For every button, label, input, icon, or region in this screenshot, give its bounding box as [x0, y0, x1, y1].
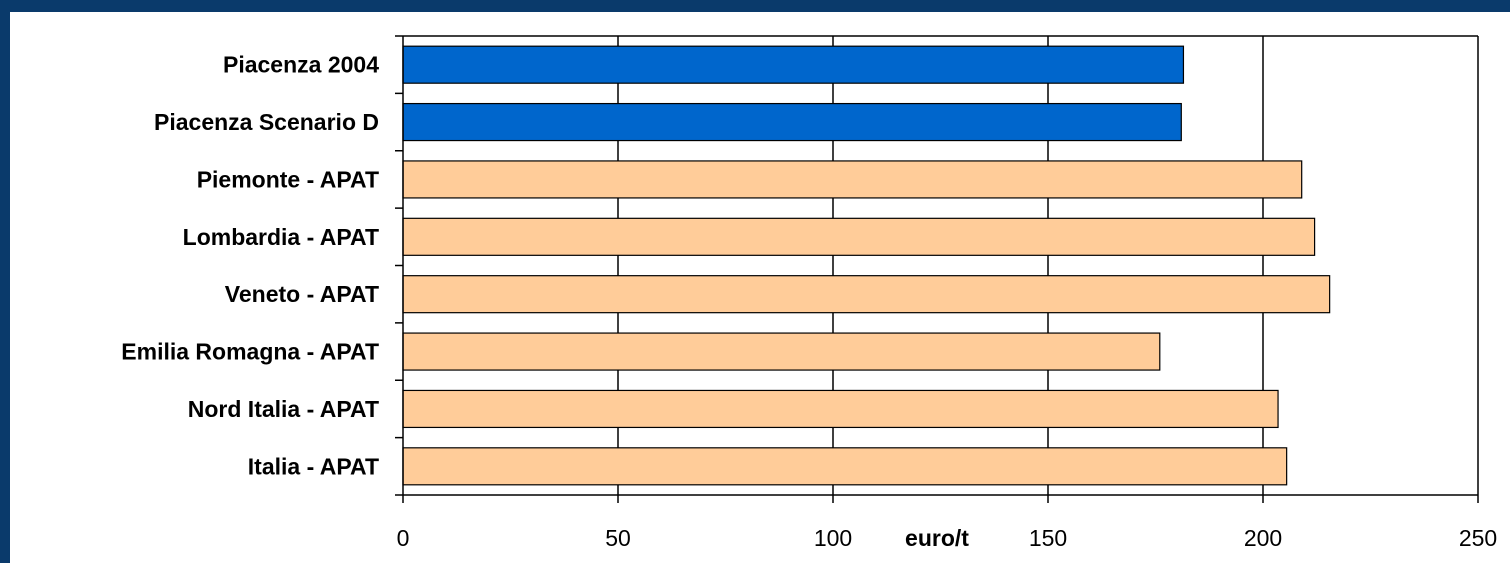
x-tick-label-250: 250 [1459, 525, 1497, 551]
category-label-1: Piacenza Scenario D [154, 109, 379, 135]
x-tick-label-100: 100 [814, 525, 852, 551]
bar-1 [402, 102, 1182, 142]
bar-0 [402, 45, 1185, 84]
x-axis-title: euro/t [905, 525, 969, 551]
x-tick-label-0: 0 [397, 525, 410, 551]
bar-2 [402, 160, 1303, 199]
axes [395, 35, 1479, 503]
bar-3 [402, 217, 1316, 256]
category-label-5: Emilia Romagna - APAT [121, 339, 379, 365]
chart-panel: Piacenza 2004 Piacenza Scenario D Piemonte… [10, 12, 1510, 563]
bar-4 [402, 275, 1331, 314]
category-label-7: Italia - APAT [248, 453, 379, 479]
category-label-2: Piemonte - APAT [197, 166, 379, 192]
bars [402, 45, 1331, 486]
x-tick-label-200: 200 [1244, 525, 1282, 551]
category-label-0: Piacenza 2004 [223, 52, 379, 78]
category-label-4: Veneto - APAT [225, 281, 379, 307]
bar-5 [402, 332, 1161, 371]
x-tick-labels: 0 50 100 150 200 250 [397, 525, 1498, 551]
category-labels: Piacenza 2004 Piacenza Scenario D Piemonte… [121, 52, 379, 480]
x-tick-label-50: 50 [605, 525, 631, 551]
bar-6 [402, 389, 1279, 429]
bar-chart: Piacenza 2004 Piacenza Scenario D Piemonte… [121, 35, 1498, 551]
category-label-6: Nord Italia - APAT [188, 396, 379, 422]
category-label-3: Lombardia - APAT [183, 224, 379, 250]
x-tick-label-150: 150 [1029, 525, 1067, 551]
bar-7 [402, 447, 1288, 486]
